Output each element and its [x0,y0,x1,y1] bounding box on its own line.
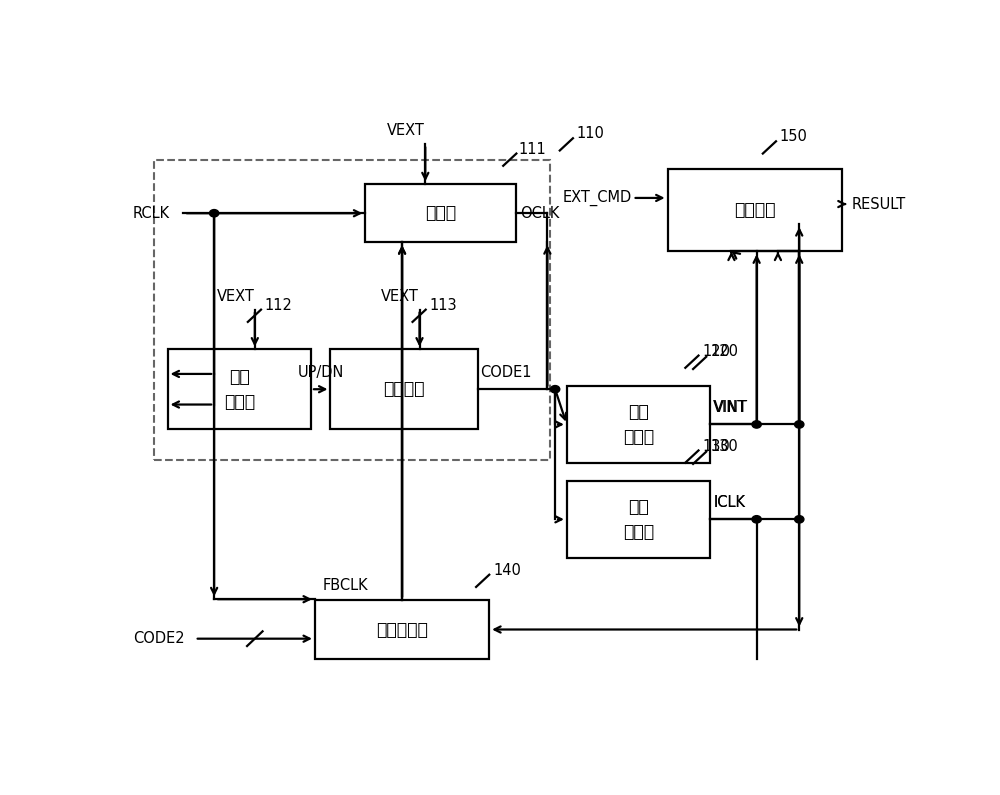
Text: 内部电路: 内部电路 [734,201,775,219]
Text: 延迟部: 延迟部 [425,204,456,223]
Text: CODE2: CODE2 [133,631,184,646]
Text: 140: 140 [493,563,521,578]
Text: 113: 113 [430,297,457,312]
Text: 反馈延迟块: 反馈延迟块 [376,621,428,638]
Text: FBCLK: FBCLK [323,578,368,593]
Text: ICLK: ICLK [714,495,746,510]
Text: 150: 150 [780,130,808,145]
Text: VEXT: VEXT [387,123,425,138]
Text: 130: 130 [702,439,730,453]
Text: 110: 110 [577,126,605,142]
Bar [168,350,311,429]
Bar [567,481,710,557]
Circle shape [550,386,560,393]
Text: 时钟
发生块: 时钟 发生块 [623,498,654,541]
Text: VEXT: VEXT [381,289,419,304]
Text: RCLK: RCLK [133,206,170,221]
Text: 相位
比较部: 相位 比较部 [224,368,255,411]
Bar [365,184,516,242]
Text: RESULT: RESULT [851,196,905,211]
Circle shape [795,516,804,523]
Text: UP/DN: UP/DN [298,365,344,380]
Bar [154,160,550,460]
Text: 120: 120 [710,344,738,359]
Bar [668,169,842,251]
Text: VINT: VINT [714,400,748,415]
Circle shape [752,516,761,523]
Text: ICLK: ICLK [713,495,745,510]
Text: 112: 112 [265,297,293,312]
Bar [315,600,489,658]
Circle shape [752,421,761,428]
Text: 111: 111 [519,142,546,157]
Text: 120: 120 [702,343,730,359]
Text: 130: 130 [710,439,738,454]
Circle shape [209,210,219,217]
Bar [330,350,478,429]
Text: VINT: VINT [713,400,747,415]
Bar [567,386,710,463]
Text: VEXT: VEXT [216,289,254,304]
Text: OCLK: OCLK [520,206,560,221]
Text: 码控制部: 码控制部 [383,380,425,398]
Text: 电压
发生块: 电压 发生块 [623,403,654,446]
Text: EXT_CMD: EXT_CMD [563,190,632,206]
Circle shape [795,421,804,428]
Text: CODE1: CODE1 [480,365,531,380]
